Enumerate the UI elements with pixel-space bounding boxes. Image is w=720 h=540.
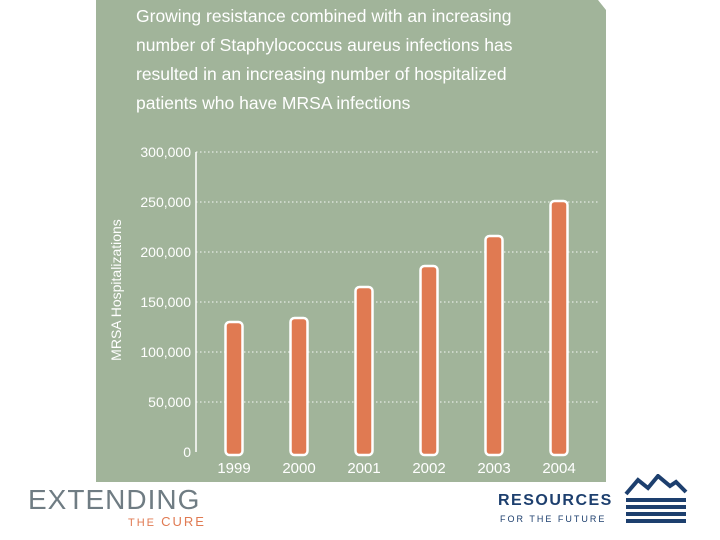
- mountain-stripes-icon: [624, 474, 688, 523]
- bar-2000: [289, 316, 309, 457]
- bar-2002: [419, 264, 439, 457]
- y-tick-label: 100,000: [140, 344, 191, 360]
- bar-2003: [484, 234, 504, 457]
- y-tick-label: 150,000: [140, 294, 191, 310]
- chart-title: Growing resistance combined with an incr…: [136, 2, 586, 118]
- logo-sub-text: THE CURE: [128, 514, 206, 529]
- logo-sub-big: CURE: [161, 514, 206, 529]
- y-tick-label: 250,000: [140, 194, 191, 210]
- x-tick-label: 1999: [217, 460, 250, 477]
- title-line: Growing resistance combined with an incr…: [136, 6, 512, 26]
- logo-main-text: RESOURCES: [498, 492, 613, 509]
- logo-main-text: EXTENDING: [28, 484, 201, 515]
- bars: [224, 199, 569, 457]
- resources-for-the-future-logo: RESOURCES FOR THE FUTURE: [498, 474, 698, 530]
- x-axis-ticks: 1999 2000 2001 2002 2003 2004: [217, 460, 575, 477]
- y-axis-label: MRSA Hospitalizations: [108, 219, 124, 361]
- bar-2004: [549, 199, 569, 457]
- y-axis-ticks: 0 50,000 100,000 150,000 200,000 250,000 300,0…: [140, 144, 191, 460]
- y-tick-label: 50,000: [148, 394, 191, 410]
- title-line: number of Staphylococcus aureus infectio…: [136, 35, 513, 55]
- y-tick-label: 300,000: [140, 144, 191, 160]
- title-line: patients who have MRSA infections: [136, 93, 411, 113]
- panel-corner-fold: [598, 0, 606, 10]
- bar-2001: [354, 285, 374, 457]
- logo-sub-small: THE: [128, 517, 156, 529]
- x-tick-label: 2000: [282, 460, 315, 477]
- extending-the-cure-logo: EXTENDING THE CURE: [28, 484, 208, 532]
- bar-1999: [224, 320, 244, 457]
- x-tick-label: 2004: [542, 460, 575, 477]
- y-tick-label: 200,000: [140, 244, 191, 260]
- y-tick-label: 0: [183, 444, 191, 460]
- title-line: resulted in an increasing number of hosp…: [136, 64, 507, 84]
- x-tick-label: 2001: [347, 460, 380, 477]
- logo-sub-text: FOR THE FUTURE: [500, 514, 607, 524]
- x-tick-label: 2002: [412, 460, 445, 477]
- x-tick-label: 2003: [477, 460, 510, 477]
- gridlines: [196, 151, 600, 403]
